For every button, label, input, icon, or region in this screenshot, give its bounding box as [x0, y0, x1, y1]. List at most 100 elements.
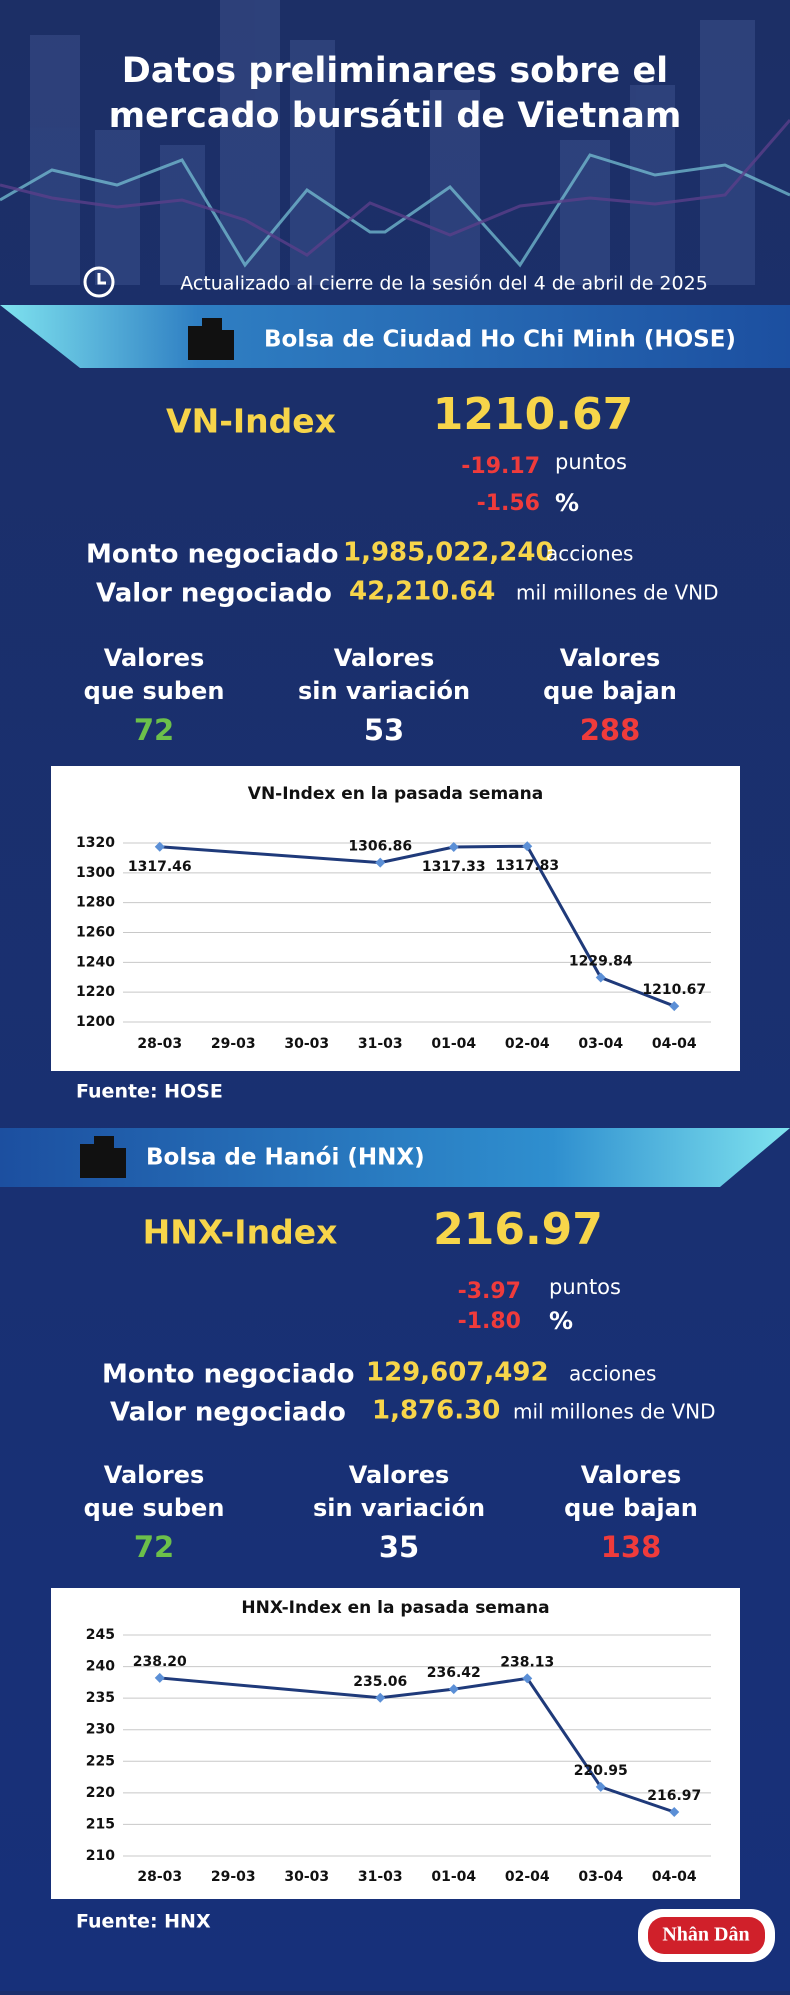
x-tick-label: 29-03 [211, 1869, 256, 1885]
metric-label: Monto negociado [102, 1360, 355, 1390]
y-tick-label: 1280 [76, 895, 115, 911]
line [159, 1676, 675, 1814]
header-decoration [0, 153, 790, 268]
building-icon [188, 318, 234, 360]
metric-unit: acciones [569, 1362, 656, 1386]
marker [448, 841, 459, 852]
building-part [80, 1144, 96, 1178]
marker [375, 857, 386, 868]
updated-text: Actualizado al cierre de la sesión del 4… [180, 273, 708, 295]
stat-label: Valores [581, 1461, 682, 1489]
metric-unit: mil millones de VND [513, 1400, 716, 1424]
stat-label: Valores [334, 644, 435, 672]
stat-label: sin variación [298, 677, 470, 705]
marker [154, 841, 165, 852]
stat-label: Valores [560, 644, 661, 672]
chart-panel [51, 766, 740, 1071]
value-label: 1317.33 [422, 859, 486, 875]
building-part [220, 330, 234, 360]
title: mercado bursátil de Vietnam [109, 96, 682, 136]
x-tick-label: 28-03 [137, 1036, 182, 1052]
value-label: 238.13 [500, 1654, 554, 1670]
stat-value: 288 [580, 713, 641, 747]
value-label: 1210.67 [642, 982, 706, 998]
line [159, 844, 675, 1008]
x-tick-label: 30-03 [284, 1869, 329, 1885]
value-label: 1317.46 [128, 859, 192, 875]
value-label: 220.95 [574, 1763, 628, 1779]
y-tick-label: 1300 [76, 865, 115, 881]
x-tick-label: 03-04 [578, 1036, 623, 1052]
metric-value: 1,985,022,240 [343, 538, 554, 568]
building-part [94, 1136, 114, 1178]
percent-unit: % [549, 1307, 573, 1335]
x-tick-label: 01-04 [431, 1036, 476, 1052]
stat-label: que suben [84, 1494, 225, 1522]
x-tick-label: 01-04 [431, 1869, 476, 1885]
stat-label: que bajan [564, 1494, 698, 1522]
x-tick-label: 04-04 [652, 1036, 697, 1052]
x-tick-label: 31-03 [358, 1869, 403, 1885]
logo [638, 1909, 775, 1962]
change-percent: -1.80 [458, 1309, 521, 1334]
index-value: 1210.67 [433, 389, 633, 440]
marker [375, 1692, 386, 1703]
marker [154, 1672, 165, 1683]
exchange-name: Bolsa de Hanói (HNX) [146, 1145, 425, 1171]
y-tick-label: 225 [86, 1753, 115, 1769]
x-tick-label: 02-04 [505, 1869, 550, 1885]
stat-label: Valores [104, 1461, 205, 1489]
marker [522, 1673, 533, 1684]
index-value: 216.97 [433, 1204, 603, 1255]
change-points: -3.97 [458, 1279, 521, 1304]
stat-label: que suben [84, 677, 225, 705]
index-name: HNX-Index [143, 1213, 338, 1252]
y-tick-label: 240 [86, 1659, 115, 1675]
source: Fuente: HOSE [76, 1081, 223, 1103]
chart-title: VN-Index en la pasada semana [248, 784, 543, 804]
marker [669, 1806, 680, 1817]
y-tick-label: 235 [86, 1690, 115, 1706]
marker [595, 1781, 606, 1792]
value-label: 1317.83 [495, 858, 559, 874]
percent-unit: % [555, 489, 579, 517]
exchange-name: Bolsa de Ciudad Ho Chi Minh (HOSE) [264, 327, 736, 353]
stat-value: 72 [134, 1530, 174, 1564]
chart-title: HNX-Index en la pasada semana [241, 1598, 549, 1618]
y-tick-label: 230 [86, 1722, 115, 1738]
change-percent: -1.56 [477, 491, 540, 516]
building-part [202, 318, 222, 360]
y-tick-label: 1320 [76, 835, 115, 851]
marker [448, 1684, 459, 1695]
y-tick-label: 215 [86, 1816, 115, 1832]
value-label: 238.20 [133, 1654, 187, 1670]
y-tick-label: 1220 [76, 984, 115, 1000]
metric-unit: mil millones de VND [516, 581, 719, 605]
header-decoration [0, 119, 790, 257]
change-points: -19.17 [461, 454, 540, 479]
stat-value: 72 [134, 713, 174, 747]
x-tick-label: 03-04 [578, 1869, 623, 1885]
y-tick-label: 1260 [76, 925, 115, 941]
metric-label: Valor negociado [96, 579, 332, 609]
title: Datos preliminares sobre el [122, 51, 668, 91]
stat-value: 35 [379, 1530, 419, 1564]
stat-label: sin variación [313, 1494, 485, 1522]
value-label: 1306.86 [348, 839, 412, 855]
y-tick-label: 1240 [76, 954, 115, 970]
stat-label: Valores [349, 1461, 450, 1489]
stat-value: 138 [601, 1530, 662, 1564]
value-label: 236.42 [427, 1665, 481, 1681]
points-unit: puntos [549, 1275, 621, 1299]
stat-label: que bajan [543, 677, 677, 705]
x-tick-label: 31-03 [358, 1036, 403, 1052]
points-unit: puntos [555, 450, 627, 474]
y-tick-label: 245 [86, 1627, 115, 1643]
x-tick-label: 29-03 [211, 1036, 256, 1052]
index-name: VN-Index [166, 402, 336, 441]
y-tick-label: 210 [86, 1848, 115, 1864]
metric-label: Valor negociado [110, 1398, 346, 1428]
x-tick-label: 02-04 [505, 1036, 550, 1052]
banner [0, 1128, 790, 1187]
